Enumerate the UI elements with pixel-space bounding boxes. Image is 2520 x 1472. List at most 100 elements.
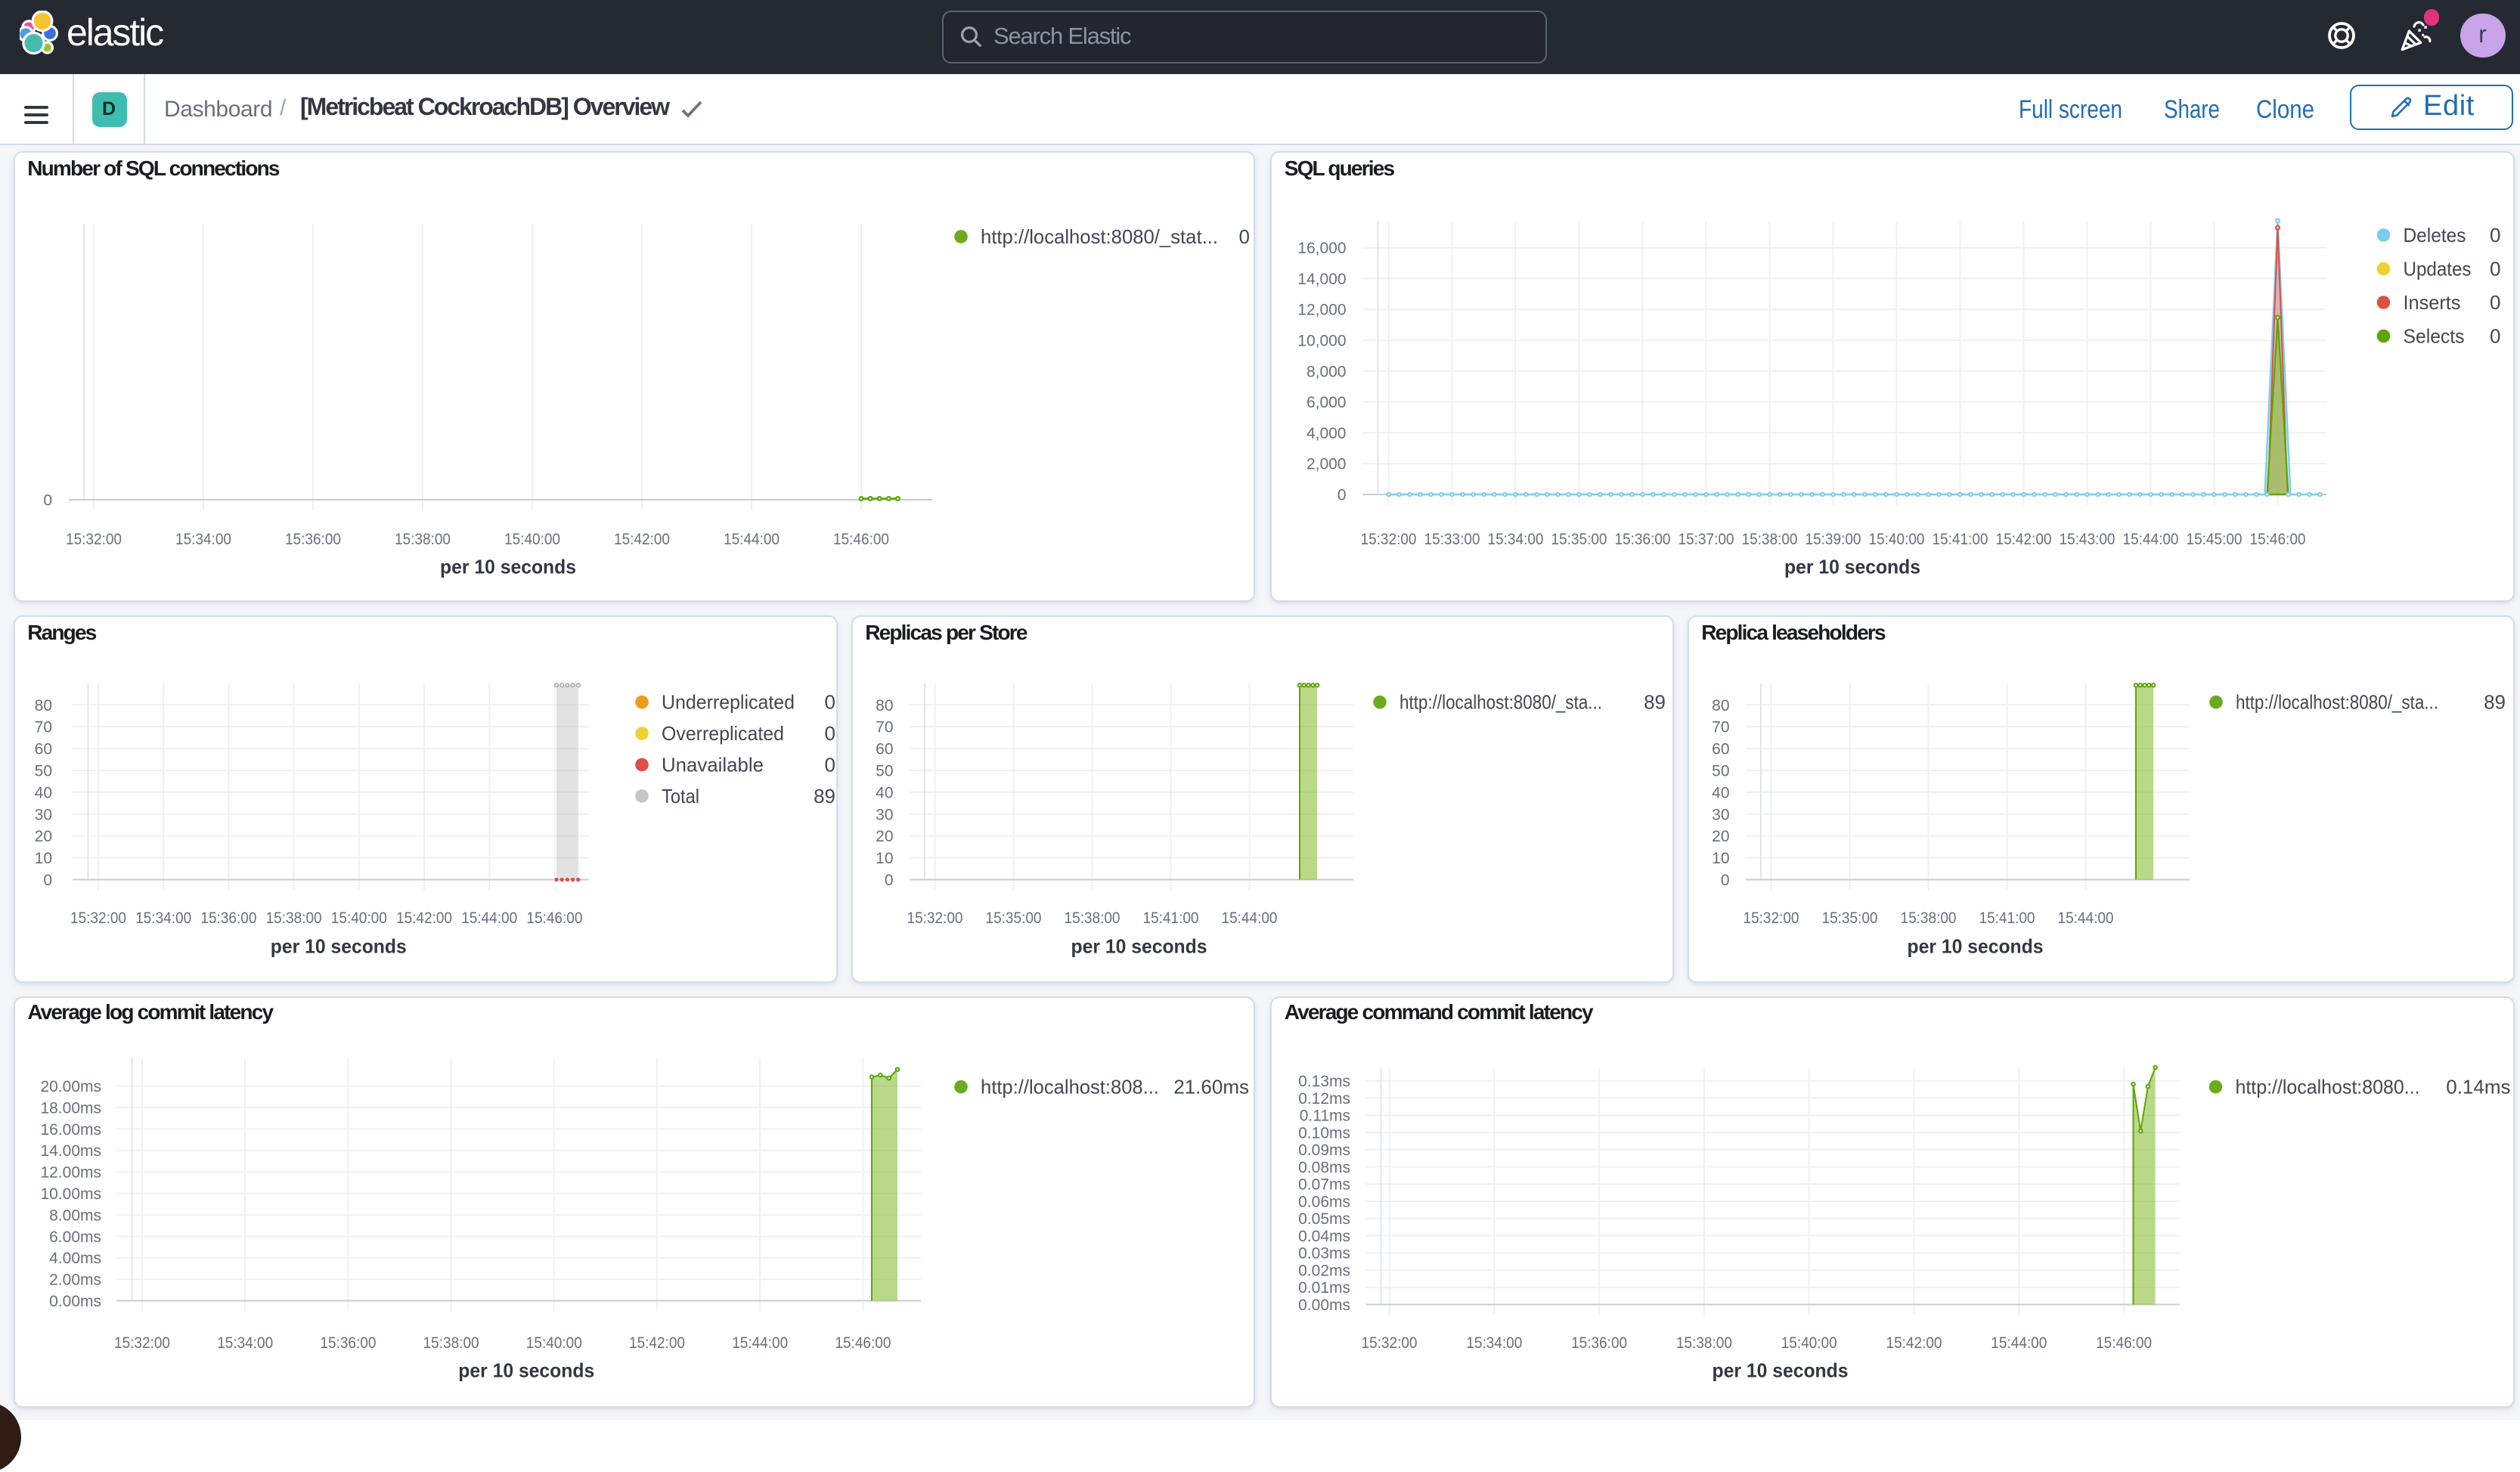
svg-text:0: 0 (824, 722, 835, 745)
svg-text:15:46:00: 15:46:00 (834, 1334, 890, 1351)
svg-text:per 10 seconds: per 10 seconds (1071, 935, 1207, 958)
svg-text:0: 0 (824, 691, 835, 714)
svg-text:12,000: 12,000 (1297, 302, 1346, 319)
svg-text:15:38:00: 15:38:00 (1741, 531, 1797, 548)
svg-text:0: 0 (2490, 224, 2500, 246)
svg-text:15:38:00: 15:38:00 (394, 531, 450, 548)
svg-text:per 10 seconds: per 10 seconds (1712, 1359, 1848, 1381)
svg-text:0: 0 (42, 492, 51, 510)
svg-text:18.00ms: 18.00ms (39, 1099, 101, 1116)
svg-text:15:41:00: 15:41:00 (1142, 910, 1198, 927)
svg-text:15:35:00: 15:35:00 (1821, 910, 1877, 927)
svg-text:Deletes: Deletes (2403, 224, 2466, 246)
svg-text:0.12ms: 0.12ms (1298, 1089, 1350, 1107)
svg-text:10.00ms: 10.00ms (39, 1185, 101, 1202)
svg-text:15:40:00: 15:40:00 (330, 910, 386, 927)
svg-text:40: 40 (1711, 784, 1728, 801)
svg-text:15:38:00: 15:38:00 (1675, 1334, 1731, 1351)
svg-text:0.09ms: 0.09ms (1298, 1141, 1350, 1158)
svg-text:15:35:00: 15:35:00 (985, 910, 1041, 927)
svg-text:15:36:00: 15:36:00 (200, 910, 256, 927)
svg-text:60: 60 (875, 741, 892, 758)
svg-text:20.00ms: 20.00ms (39, 1077, 101, 1095)
svg-text:0.14ms: 0.14ms (2446, 1075, 2510, 1098)
svg-text:15:36:00: 15:36:00 (319, 1334, 375, 1351)
svg-text:http://localhost:8080/_sta...: http://localhost:8080/_sta... (2235, 691, 2438, 714)
svg-text:http://localhost:8080/_sta...: http://localhost:8080/_sta... (1399, 691, 1601, 714)
svg-text:per 10 seconds: per 10 seconds (1784, 556, 1920, 578)
svg-text:0: 0 (824, 754, 835, 776)
svg-text:2.00ms: 2.00ms (48, 1271, 101, 1288)
svg-text:15:38:00: 15:38:00 (265, 910, 321, 927)
svg-text:15:38:00: 15:38:00 (423, 1334, 479, 1351)
svg-text:15:46:00: 15:46:00 (525, 910, 581, 927)
svg-text:15:34:00: 15:34:00 (135, 910, 191, 927)
svg-text:15:44:00: 15:44:00 (1991, 1334, 2047, 1351)
svg-text:16,000: 16,000 (1297, 240, 1346, 257)
svg-text:Selects: Selects (2403, 325, 2464, 348)
svg-text:15:44:00: 15:44:00 (2057, 910, 2113, 927)
svg-text:0.06ms: 0.06ms (1298, 1192, 1350, 1210)
svg-text:10: 10 (34, 850, 51, 867)
svg-text:15:32:00: 15:32:00 (907, 910, 962, 927)
svg-text:per 10 seconds: per 10 seconds (439, 556, 575, 578)
svg-text:50: 50 (34, 763, 51, 780)
svg-text:15:34:00: 15:34:00 (175, 531, 231, 548)
svg-text:0.00ms: 0.00ms (1298, 1296, 1350, 1313)
svg-text:15:46:00: 15:46:00 (2249, 531, 2305, 548)
svg-text:4,000: 4,000 (1306, 425, 1346, 442)
svg-text:0.03ms: 0.03ms (1298, 1244, 1350, 1262)
svg-text:Updates: Updates (2403, 258, 2471, 280)
svg-text:50: 50 (1711, 763, 1728, 780)
svg-text:http://localhost:8080...: http://localhost:8080... (2235, 1075, 2419, 1098)
svg-text:0: 0 (1337, 487, 1346, 504)
svg-text:15:40:00: 15:40:00 (1781, 1334, 1837, 1351)
svg-text:http://localhost:808...: http://localhost:808... (980, 1075, 1158, 1098)
svg-text:15:40:00: 15:40:00 (504, 531, 559, 548)
svg-text:15:42:00: 15:42:00 (1995, 531, 2051, 548)
svg-text:10: 10 (875, 850, 892, 867)
svg-text:15:42:00: 15:42:00 (1886, 1334, 1942, 1351)
svg-text:15:32:00: 15:32:00 (70, 910, 126, 927)
svg-text:8.00ms: 8.00ms (48, 1206, 101, 1223)
svg-text:80: 80 (875, 697, 892, 714)
svg-text:0.05ms: 0.05ms (1298, 1210, 1350, 1227)
svg-text:30: 30 (34, 806, 51, 823)
svg-text:0.07ms: 0.07ms (1298, 1176, 1350, 1193)
svg-text:0.02ms: 0.02ms (1298, 1261, 1350, 1278)
svg-text:21.60ms: 21.60ms (1173, 1075, 1248, 1098)
svg-text:20: 20 (1711, 828, 1728, 845)
svg-text:14.00ms: 14.00ms (39, 1142, 101, 1159)
svg-text:10: 10 (1711, 850, 1728, 867)
svg-text:12.00ms: 12.00ms (39, 1164, 101, 1181)
svg-text:15:44:00: 15:44:00 (723, 531, 779, 548)
svg-text:15:40:00: 15:40:00 (525, 1334, 581, 1351)
svg-text:15:41:00: 15:41:00 (1932, 531, 1988, 548)
svg-text:15:36:00: 15:36:00 (1571, 1334, 1627, 1351)
svg-text:15:42:00: 15:42:00 (613, 531, 669, 548)
svg-text:http://localhost:8080/_stat...: http://localhost:8080/_stat... (980, 225, 1217, 248)
svg-text:15:40:00: 15:40:00 (1868, 531, 1924, 548)
svg-text:15:44:00: 15:44:00 (2122, 531, 2178, 548)
svg-text:0: 0 (2490, 291, 2500, 314)
svg-text:6.00ms: 6.00ms (48, 1228, 101, 1245)
svg-text:0.00ms: 0.00ms (48, 1292, 101, 1309)
svg-text:70: 70 (34, 719, 51, 736)
svg-text:per 10 seconds: per 10 seconds (1907, 935, 2043, 958)
svg-text:0: 0 (2490, 325, 2500, 348)
svg-text:80: 80 (34, 697, 51, 714)
svg-text:89: 89 (2483, 691, 2505, 714)
svg-text:15:33:00: 15:33:00 (1424, 531, 1480, 548)
svg-text:8,000: 8,000 (1306, 363, 1346, 380)
svg-text:2,000: 2,000 (1306, 456, 1346, 473)
svg-text:15:38:00: 15:38:00 (1064, 910, 1120, 927)
svg-text:per 10 seconds: per 10 seconds (270, 935, 406, 958)
svg-text:0.13ms: 0.13ms (1298, 1072, 1350, 1089)
svg-text:Unavailable: Unavailable (661, 754, 763, 776)
svg-text:70: 70 (1711, 719, 1728, 736)
svg-text:0.01ms: 0.01ms (1298, 1278, 1350, 1296)
svg-text:0: 0 (42, 872, 51, 889)
svg-text:15:35:00: 15:35:00 (1551, 531, 1607, 548)
svg-text:15:46:00: 15:46:00 (2096, 1334, 2152, 1351)
svg-text:15:44:00: 15:44:00 (1221, 910, 1277, 927)
